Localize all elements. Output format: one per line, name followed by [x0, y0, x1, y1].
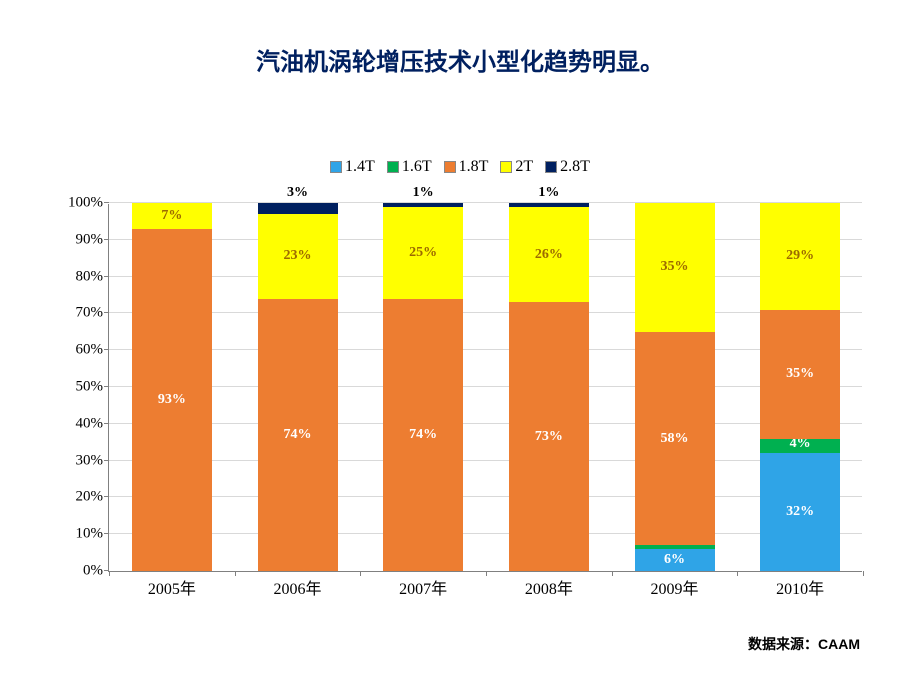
- legend-swatch: [545, 161, 557, 173]
- gridline: [109, 386, 862, 387]
- legend-label: 1.8T: [459, 158, 489, 175]
- bar-group: 74%25%1%: [383, 203, 463, 571]
- y-tick-label: 0%: [53, 563, 103, 580]
- x-tick-label: 2006年: [273, 575, 321, 599]
- bar-segment: [383, 203, 463, 207]
- legend-item: 2T: [500, 158, 533, 176]
- x-tick-label: 2009年: [650, 575, 698, 599]
- x-tick-mark: [612, 571, 613, 576]
- bar-segment-label: 1%: [509, 185, 589, 201]
- legend-swatch: [330, 161, 342, 173]
- legend-label: 1.6T: [402, 158, 432, 175]
- bar-segment-label: 93%: [132, 392, 212, 408]
- bar-group: 93% 7%: [132, 203, 212, 571]
- legend-label: 2T: [515, 158, 533, 175]
- gridline: [109, 496, 862, 497]
- y-tick-label: 70%: [53, 305, 103, 322]
- bar-group: 74%23%3%: [258, 203, 338, 571]
- bar-group: 73%26%1%: [509, 203, 589, 571]
- y-tick-label: 50%: [53, 379, 103, 396]
- data-source-label: 数据来源：CAAM: [748, 634, 860, 654]
- bar-segment-label: 32%: [760, 504, 840, 520]
- y-tick-label: 40%: [53, 415, 103, 432]
- bar-segment-label: 58%: [635, 431, 715, 447]
- y-tick-label: 80%: [53, 268, 103, 285]
- bar-segment-label: 25%: [383, 245, 463, 261]
- gridline: [109, 312, 862, 313]
- y-tick-label: 100%: [53, 195, 103, 212]
- gridline: [109, 423, 862, 424]
- bar-segment: [258, 203, 338, 214]
- bar-segment-label: 29%: [760, 248, 840, 264]
- x-tick-mark: [360, 571, 361, 576]
- legend-label: 1.4T: [345, 158, 375, 175]
- legend-item: 1.4T: [330, 158, 375, 176]
- bar-segment-label: 7%: [132, 208, 212, 224]
- legend-label: 2.8T: [560, 158, 590, 175]
- bar-segment-label: 26%: [509, 247, 589, 263]
- legend-item: 1.8T: [444, 158, 489, 176]
- bar-segment-label: 1%: [383, 185, 463, 201]
- y-tick-label: 90%: [53, 231, 103, 248]
- x-tick-mark: [235, 571, 236, 576]
- x-tick-label: 2005年: [148, 575, 196, 599]
- y-tick-label: 10%: [53, 526, 103, 543]
- plot-area: 0%10%20%30%40%50%60%70%80%90%100%2005年93…: [108, 204, 862, 572]
- bar-segment-label: 73%: [509, 429, 589, 445]
- bar-segment-label: 6%: [635, 552, 715, 568]
- gridline: [109, 202, 862, 203]
- x-tick-mark: [863, 571, 864, 576]
- legend-swatch: [500, 161, 512, 173]
- x-tick-mark: [109, 571, 110, 576]
- x-tick-mark: [737, 571, 738, 576]
- bar-segment-label: 35%: [760, 366, 840, 382]
- bar-segment-label: 4%: [760, 436, 840, 452]
- legend-swatch: [387, 161, 399, 173]
- y-tick-label: 60%: [53, 342, 103, 359]
- bar-segment-label: 3%: [258, 185, 338, 201]
- bar-segment: [509, 203, 589, 207]
- bar-group: 32% 4% 35% 29%: [760, 203, 840, 571]
- y-tick-label: 20%: [53, 489, 103, 506]
- legend-item: 1.6T: [387, 158, 432, 176]
- bar-segment-label: 35%: [635, 259, 715, 275]
- y-tick-label: 30%: [53, 452, 103, 469]
- legend-swatch: [444, 161, 456, 173]
- bar-group: 6%1%58%35%: [635, 203, 715, 571]
- gridline: [109, 239, 862, 240]
- gridline: [109, 460, 862, 461]
- gridline: [109, 276, 862, 277]
- bar-segment-label: 74%: [383, 427, 463, 443]
- x-tick-label: 2008年: [525, 575, 573, 599]
- x-tick-mark: [486, 571, 487, 576]
- legend: 1.4T 1.6T 1.8T 2T 2.8T: [0, 158, 920, 176]
- gridline: [109, 533, 862, 534]
- bar-segment-label: 74%: [258, 427, 338, 443]
- bar-segment-label: 23%: [258, 248, 338, 264]
- gridline: [109, 349, 862, 350]
- legend-item: 2.8T: [545, 158, 590, 176]
- x-tick-label: 2010年: [776, 575, 824, 599]
- chart-title: 汽油机涡轮增压技术小型化趋势明显。: [0, 0, 920, 77]
- x-tick-label: 2007年: [399, 575, 447, 599]
